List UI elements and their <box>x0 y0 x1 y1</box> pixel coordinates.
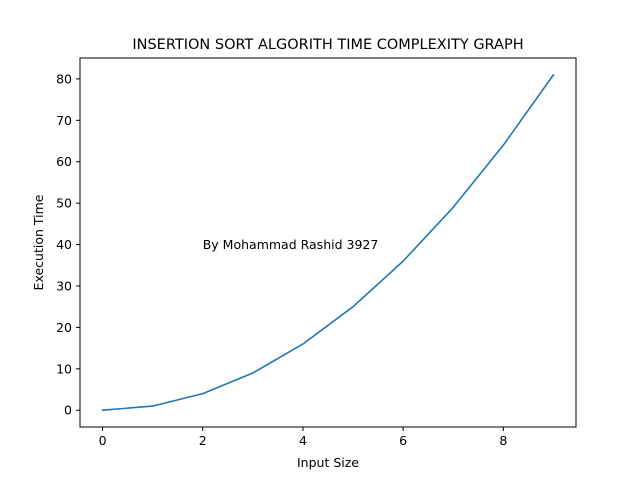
y-tick-label: 70 <box>56 113 72 128</box>
y-axis: 0 10 20 30 40 50 60 70 80 <box>56 71 80 418</box>
x-tick-label: 0 <box>99 433 107 448</box>
y-tick-label: 10 <box>56 361 72 376</box>
plot-area <box>79 57 577 428</box>
series-layer <box>101 73 555 412</box>
chart-title: INSERTION SORT ALGORITH TIME COMPLEXITY … <box>132 37 523 53</box>
series-line <box>101 73 555 412</box>
x-tick-label: 6 <box>399 433 407 448</box>
x-tick-label: 2 <box>199 433 207 448</box>
x-axis-label: Input Size <box>297 455 359 470</box>
y-tick-label: 40 <box>56 237 72 252</box>
y-axis-label: Execution Time <box>31 194 46 290</box>
y-tick-label: 20 <box>56 320 72 335</box>
y-tick-label: 30 <box>56 278 72 293</box>
annotation-text: By Mohammad Rashid 3927 <box>203 237 379 252</box>
y-tick-label: 60 <box>56 154 72 169</box>
annotation-layer: By Mohammad Rashid 3927 <box>203 237 379 252</box>
y-tick-label: 0 <box>64 403 72 418</box>
y-tick-label: 80 <box>56 71 72 86</box>
x-tick-label: 8 <box>499 433 507 448</box>
y-tick-label: 50 <box>56 196 72 211</box>
x-axis: 0 2 4 6 8 <box>99 427 507 448</box>
x-tick-label: 4 <box>299 433 307 448</box>
